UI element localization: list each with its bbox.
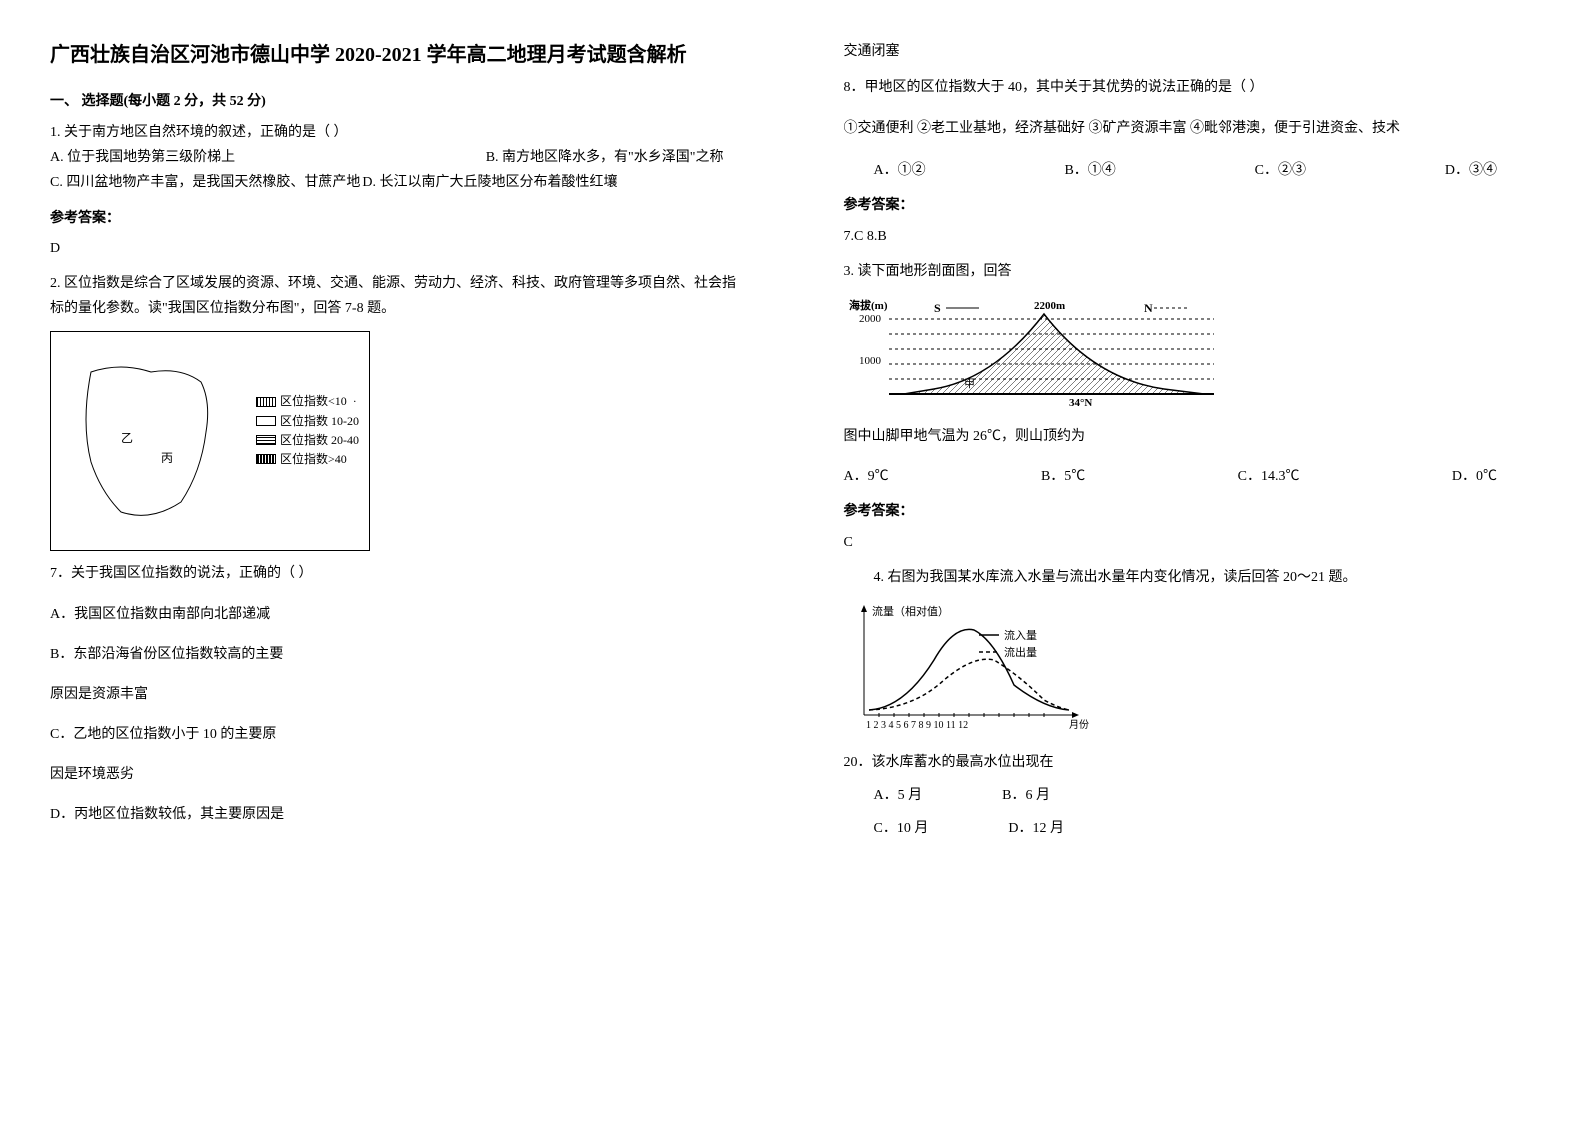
section-header: 一、 选择题(每小题 2 分，共 52 分) [50,90,744,110]
terrain-s: S [934,301,941,315]
q7-opt-b2: 原因是资源丰富 [50,682,744,707]
answer-label-8: 参考答案： [844,193,1538,218]
q1-answer: D [50,236,744,261]
q1-opt-a: A. 位于我国地势第三级阶梯上 [50,145,235,170]
answer-label-3: 参考答案： [844,499,1538,524]
question-1: 1. 关于南方地区自然环境的叙述，正确的是（ ） A. 位于我国地势第三级阶梯上… [50,120,744,261]
legend-4: 区位指数>40 [280,450,347,469]
question-2: 2. 区位指数是综合了区域发展的资源、环境、交通、能源、劳动力、经济、科技、政府… [50,271,744,828]
q8-answer: 7.C 8.B [844,224,1538,249]
q3-answer: C [844,530,1538,555]
answer-label: 参考答案： [50,206,744,231]
q3-opt-a: A．9℃ [844,464,889,489]
right-column: 交通闭塞 8．甲地区的区位指数大于 40，其中关于其优势的说法正确的是（ ） ①… [794,0,1587,1122]
left-column: 广西壮族自治区河池市德山中学 2020-2021 学年高二地理月考试题含解析 一… [0,0,794,1122]
q7-opt-c2: 因是环境恶劣 [50,762,744,787]
chart-xvalues: 1 2 3 4 5 6 7 8 9 10 11 12 [866,720,968,731]
q20-opt-c: C．10 月 [874,816,929,841]
q20-opt-b: B．6 月 [1002,783,1050,808]
q1-opt-b: B. 南方地区降水多，有"水乡泽国"之称 [486,145,724,170]
q20-opt-d: D．12 月 [1008,816,1064,841]
china-map-figure: 乙 丙 区位指数<10· 区位指数 10-20 区位指数 20-40 区位指数>… [50,331,370,551]
q3-opt-b: B．5℃ [1041,464,1085,489]
question-4: 4. 右图为我国某水库流入水量与流出水量年内变化情况，读后回答 20～21 题。… [844,565,1538,842]
map-label-bing: 丙 [161,451,173,465]
q8-opt-d: D．③④ [1445,158,1497,183]
map-legend: 区位指数<10· 区位指数 10-20 区位指数 20-40 区位指数>40 [256,392,359,469]
legend-1: 区位指数<10 [280,392,347,411]
q20-text: 20．该水库蓄水的最高水位出现在 [844,750,1538,775]
question-8: 8．甲地区的区位指数大于 40，其中关于其优势的说法正确的是（ ） ①交通便利 … [844,75,1538,249]
q1-text: 1. 关于南方地区自然环境的叙述，正确的是（ ） [50,120,744,145]
q8-opt-b: B．①④ [1064,158,1115,183]
q7-opt-a: A．我国区位指数由南部向北部递减 [50,602,744,627]
document-title: 广西壮族自治区河池市德山中学 2020-2021 学年高二地理月考试题含解析 [50,40,744,70]
q1-opt-d: D. 长江以南广大丘陵地区分布着酸性红壤 [362,170,617,195]
q8-text: 8．甲地区的区位指数大于 40，其中关于其优势的说法正确的是（ ） [844,75,1538,100]
chart-ylabel: 流量（相对值） [872,604,949,618]
q8-conditions: ①交通便利 ②老工业基地，经济基础好 ③矿产资源丰富 ④毗邻港澳，便于引进资金、… [844,115,1538,143]
q20-opt-a: A．5 月 [874,783,923,808]
q3-opt-d: D．0℃ [1452,464,1497,489]
q4-text: 4. 右图为我国某水库流入水量与流出水量年内变化情况，读后回答 20～21 题。 [874,565,1538,590]
q3-text: 3. 读下面地形剖面图，回答 [844,259,1538,284]
q8-opt-c: C．②③ [1255,158,1306,183]
reservoir-chart: 流量（相对值） 流入量 流出量 1 2 3 4 5 6 7 8 9 10 11 … [844,600,1104,740]
chart-xlabel: 月份 [1069,719,1089,731]
q7-opt-c: C．乙地的区位指数小于 10 的主要原 [50,722,744,747]
terrain-n: N [1144,301,1153,315]
q3-subtext: 图中山脚甲地气温为 26℃，则山顶约为 [844,424,1538,449]
question-3: 3. 读下面地形剖面图，回答 海拔(m) 2000 1000 [844,259,1538,555]
terrain-point: 甲 [964,378,975,390]
terrain-lat: 34°N [1069,397,1092,409]
chart-legend1: 流入量 [1004,628,1037,642]
q2-text: 2. 区位指数是综合了区域发展的资源、环境、交通、能源、劳动力、经济、科技、政府… [50,271,744,321]
q7-text: 7．关于我国区位指数的说法，正确的（ ） [50,561,744,586]
q3-opt-c: C．14.3℃ [1238,464,1300,489]
q1-opt-c: C. 四川盆地物产丰富，是我国天然橡胶、甘蔗产地 [50,170,360,195]
q8-opt-a: A．①② [874,158,926,183]
chart-legend2: 流出量 [1004,645,1037,659]
terrain-profile-figure: 海拔(m) 2000 1000 S 2200m N [844,294,1224,414]
map-label-yi: 乙 [121,431,133,445]
terrain-peak: 2200m [1034,300,1065,312]
legend-3: 区位指数 20-40 [280,431,359,450]
terrain-y2000: 2000 [859,313,882,325]
q7-opt-b: B．东部沿海省份区位指数较高的主要 [50,642,744,667]
q7-opt-d: D．丙地区位指数较低，其主要原因是 [50,802,744,827]
legend-2: 区位指数 10-20 [280,412,359,431]
terrain-y1000: 1000 [859,355,882,367]
continuation-text: 交通闭塞 [844,40,1538,60]
terrain-ylabel: 海拔(m) [849,298,888,312]
